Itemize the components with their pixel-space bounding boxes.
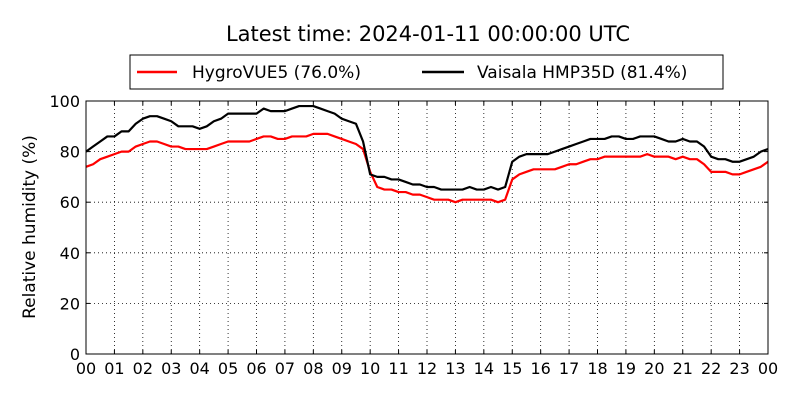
x-tick-label: 00	[758, 359, 778, 378]
x-tick-label: 08	[303, 359, 323, 378]
x-tick-label: 03	[161, 359, 181, 378]
x-tick-label: 09	[332, 359, 352, 378]
legend-label-vaisala: Vaisala HMP35D (81.4%)	[477, 63, 687, 83]
x-tick-label: 21	[673, 359, 693, 378]
y-axis-label: Relative humidity (%)	[20, 135, 40, 319]
y-tick-label: 60	[60, 193, 80, 212]
x-tick-label: 16	[530, 359, 550, 378]
x-tick-label: 22	[701, 359, 721, 378]
x-tick-label: 20	[644, 359, 664, 378]
x-tick-label: 07	[275, 359, 295, 378]
x-tick-label: 12	[417, 359, 437, 378]
x-tick-label: 10	[360, 359, 380, 378]
axis-ticks: 00 01 02 03 04 05 06 07 08 09 10 11 12 13 14 15 16 17 18 19…	[49, 92, 778, 378]
y-tick-label: 80	[60, 143, 80, 162]
x-tick-label: 05	[218, 359, 238, 378]
x-tick-label: 11	[388, 359, 408, 378]
y-tick-label: 40	[60, 244, 80, 263]
x-tick-label: 17	[559, 359, 579, 378]
x-tick-label: 18	[587, 359, 607, 378]
x-tick-label: 13	[445, 359, 465, 378]
y-tick-label: 20	[60, 294, 80, 313]
x-tick-label: 04	[189, 359, 209, 378]
grid	[86, 101, 768, 354]
chart-title: Latest time: 2024-01-11 00:00:00 UTC	[226, 22, 630, 46]
legend-label-hygrovue5: HygroVUE5 (76.0%)	[192, 63, 361, 83]
x-tick-label: 19	[616, 359, 636, 378]
x-tick-label: 14	[474, 359, 494, 378]
plot-area-frame	[85, 100, 769, 355]
series-lines	[85, 104, 769, 204]
x-tick-label: 06	[246, 359, 266, 378]
legend: HygroVUE5 (76.0%) Vaisala HMP35D (81.4%)	[129, 54, 724, 90]
y-tick-label: 100	[49, 92, 80, 111]
x-tick-label: 23	[729, 359, 749, 378]
x-tick-label: 01	[104, 359, 124, 378]
y-tick-label: 0	[70, 345, 80, 364]
series-line-hygrovue5	[85, 132, 769, 204]
x-tick-label: 02	[133, 359, 153, 378]
series-line-vaisala	[85, 104, 769, 191]
x-tick-label: 15	[502, 359, 522, 378]
x-tick-label: 00	[76, 359, 96, 378]
